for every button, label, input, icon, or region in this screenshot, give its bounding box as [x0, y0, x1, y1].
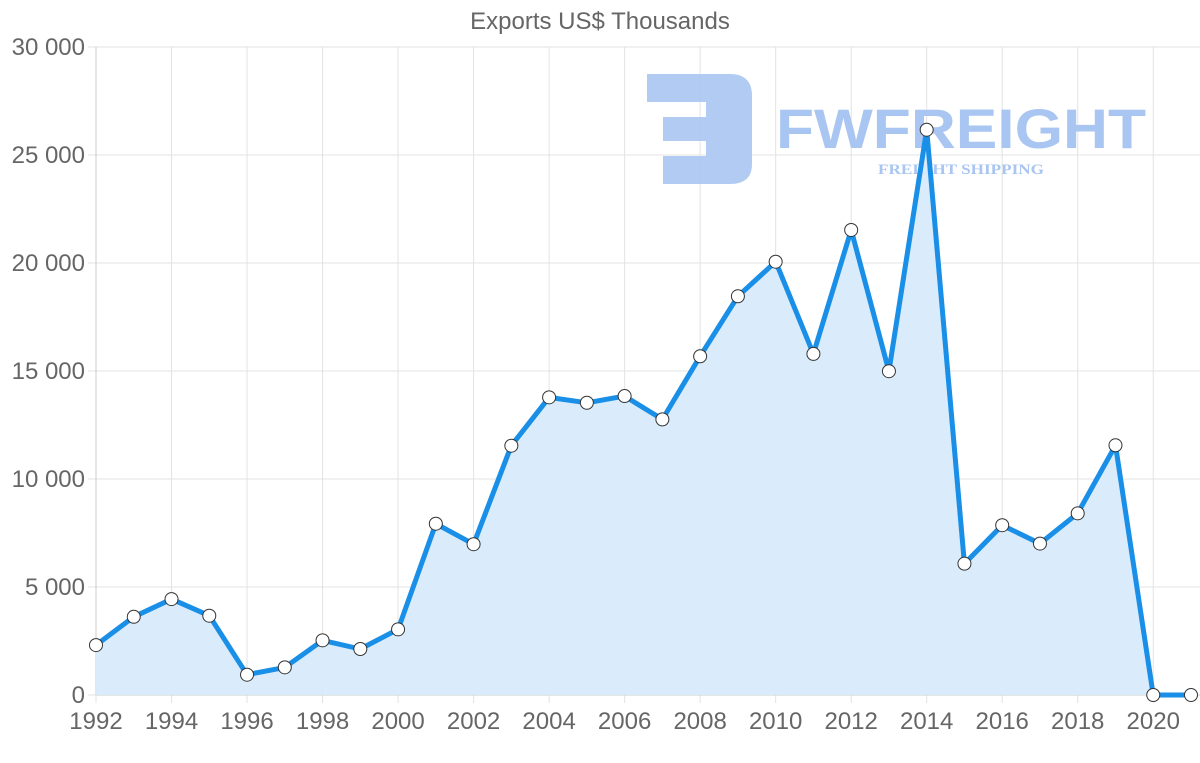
x-tick-label: 2002: [447, 708, 500, 735]
watermark-tagline: FREIGHT SHIPPING: [878, 162, 1044, 178]
data-point-2018[interactable]: [1070, 506, 1085, 521]
data-point-2004[interactable]: [542, 390, 557, 405]
data-point-2005[interactable]: [579, 395, 594, 410]
x-tick-label: 2008: [673, 708, 726, 735]
x-tick-label: 2014: [900, 708, 953, 735]
data-point-2015[interactable]: [957, 556, 972, 571]
y-tick-label: 10 000: [12, 466, 85, 493]
data-point-2008[interactable]: [693, 349, 708, 364]
data-point-1993[interactable]: [126, 609, 141, 624]
x-tick-label: 1994: [145, 708, 198, 735]
data-point-2003[interactable]: [504, 438, 519, 453]
y-tick-label: 0: [72, 682, 85, 709]
data-point-2009[interactable]: [730, 289, 745, 304]
x-tick-label: 2010: [749, 708, 802, 735]
y-axis: 0 5 000 10 000 15 000 20 000 25 000 30 000: [12, 34, 85, 709]
x-tick-label: 2006: [598, 708, 651, 735]
x-tick-label: 1992: [69, 708, 122, 735]
area-fill: [96, 129, 1191, 695]
x-tick-label: 2018: [1051, 708, 1104, 735]
data-point-1999[interactable]: [353, 641, 368, 656]
data-point-2019[interactable]: [1108, 438, 1123, 453]
y-tick-label: 25 000: [12, 142, 85, 169]
x-tick-label: 2020: [1127, 708, 1180, 735]
data-point-1995[interactable]: [202, 608, 217, 623]
data-point-2021[interactable]: [1184, 688, 1198, 702]
data-point-2016[interactable]: [995, 518, 1010, 533]
data-point-2011[interactable]: [806, 346, 821, 361]
x-tick-label: 2016: [976, 708, 1029, 735]
data-point-2007[interactable]: [655, 412, 670, 427]
watermark-brand: FWFREIGHT: [776, 97, 1146, 160]
x-tick-label: 2012: [824, 708, 877, 735]
data-point-2002[interactable]: [466, 537, 481, 552]
data-markers: [89, 122, 1198, 702]
chart-title: Exports US$ Thousands: [470, 8, 730, 35]
x-tick-label: 2000: [371, 708, 424, 735]
data-point-1994[interactable]: [164, 592, 179, 607]
data-point-2010[interactable]: [768, 254, 783, 269]
y-tick-label: 30 000: [12, 34, 85, 61]
data-point-2001[interactable]: [428, 516, 443, 531]
data-point-2000[interactable]: [391, 622, 406, 637]
data-point-1998[interactable]: [315, 633, 330, 648]
data-point-2020[interactable]: [1146, 688, 1161, 702]
data-point-1997[interactable]: [277, 660, 292, 675]
watermark-logo: FWFREIGHT FREIGHT SHIPPING: [647, 74, 1146, 184]
data-point-2012[interactable]: [844, 222, 859, 237]
area-fill-path: [96, 129, 1191, 695]
x-tick-label: 2004: [522, 708, 575, 735]
data-point-2013[interactable]: [881, 364, 896, 379]
y-tick-label: 5 000: [25, 574, 85, 601]
data-point-1992[interactable]: [89, 638, 103, 653]
x-axis: 1992 1994 1996 1998 2000 2002 2004 2006 2008 2010…: [69, 708, 1180, 735]
x-tick-label: 1998: [296, 708, 349, 735]
data-point-1996[interactable]: [240, 667, 255, 682]
y-tick-label: 20 000: [12, 250, 85, 277]
x-tick-label: 1996: [220, 708, 273, 735]
watermark-logo-icon: [647, 74, 752, 184]
data-point-2017[interactable]: [1032, 536, 1047, 551]
data-point-2014[interactable]: [919, 122, 934, 137]
y-tick-label: 15 000: [12, 358, 85, 385]
data-point-2006[interactable]: [617, 389, 632, 404]
